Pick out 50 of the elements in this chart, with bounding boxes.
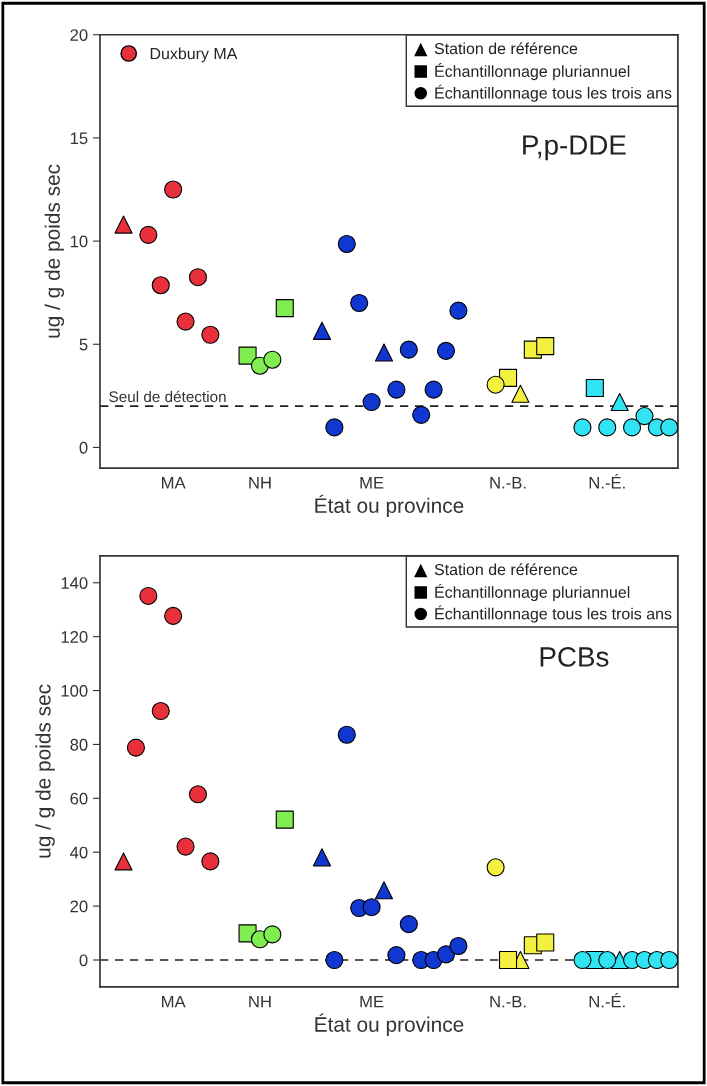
y-tick-label: 140 [61,577,88,589]
point [275,299,294,318]
x-tick-label: NH [249,477,271,489]
y-tick-label: 120 [61,631,88,643]
annotation: Échantillonnage tous les trois ans [435,84,672,102]
x-tick-label: N.-B. [490,477,526,489]
y-tick-label: 0 [79,954,88,967]
x-axis-title: État ou province [315,494,464,518]
y-axis-title: ug / g de poids sec [35,684,55,858]
annotation: Échantillonnage pluriannuel [435,63,630,81]
annotation: Station de référence [434,42,578,55]
point [498,950,518,970]
x-tick-label: ME [360,995,384,1008]
point [585,378,604,398]
x-tick-label: MA [162,995,186,1008]
x-tick-label: MA [162,477,186,489]
y-tick-label: 20 [70,29,88,41]
y-tick-label: 40 [70,846,88,859]
y-tick-label: 20 [70,900,88,913]
legend-label: Duxbury MA [150,47,238,63]
y-axis-title: ug / g de poids sec [44,164,65,338]
point [536,337,555,356]
point [114,852,133,871]
x-tick-label: N.-B. [490,995,526,1008]
y-tick-label: 5 [79,338,88,351]
annotation: Échantillonnage pluriannuel [435,583,630,602]
point [238,346,257,365]
x-axis-title: État ou province [315,1013,464,1036]
y-tick-label: 0 [79,441,88,454]
y-tick-label: 100 [61,684,88,697]
annotation: Station de référence [434,563,578,576]
y-tick-label: 60 [70,792,88,805]
text: P,p-DDE [523,135,626,161]
y-tick-label: 80 [70,738,88,751]
x-tick-label: N.-É. [589,992,625,1008]
point [312,321,332,340]
annotation: Échantillonnage tous les trois ans [435,605,672,623]
x-tick-label: N.-É. [589,474,625,489]
y-tick-label: 10 [70,235,88,248]
point [374,881,394,900]
point [374,343,394,362]
point [610,392,629,412]
text: PCBs [540,647,609,667]
x-tick-label: ME [360,477,384,489]
point [536,933,555,952]
ref-line-label: Seul de détection [109,390,226,403]
y-tick-label: 15 [70,132,88,145]
x-tick-label: NH [249,995,271,1008]
point [312,848,332,867]
point [275,810,294,829]
